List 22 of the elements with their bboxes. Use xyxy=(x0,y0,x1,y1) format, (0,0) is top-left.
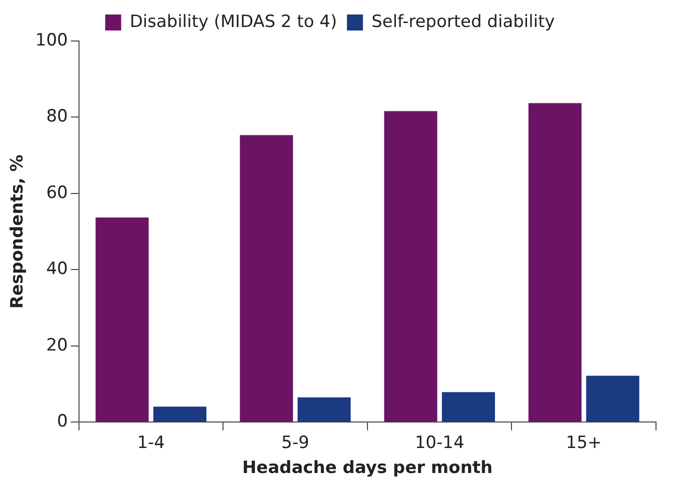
bar xyxy=(442,392,495,422)
y-tick-label: 100 xyxy=(35,30,68,50)
legend-label: Self-reported diability xyxy=(371,12,555,32)
y-tick-label: 40 xyxy=(46,259,68,280)
y-tick-label: 60 xyxy=(46,182,68,203)
y-tick-label: 20 xyxy=(46,335,68,356)
y-axis-title: Respondents, % xyxy=(8,154,28,309)
x-tick-label: 10-14 xyxy=(414,432,464,453)
bar xyxy=(240,135,293,422)
bar xyxy=(96,217,149,422)
legend-label: Disability (MIDAS 2 to 4) xyxy=(130,12,337,32)
bar xyxy=(528,103,582,422)
x-tick-label: 5-9 xyxy=(281,432,310,453)
x-tick-label: 1-4 xyxy=(137,432,165,453)
bar xyxy=(384,111,438,422)
bar xyxy=(153,406,206,422)
bar xyxy=(298,397,351,422)
bar xyxy=(586,376,640,422)
y-tick-label: 0 xyxy=(57,412,68,432)
y-tick-label: 80 xyxy=(46,106,68,127)
x-axis-title: Headache days per month xyxy=(242,458,493,478)
x-tick-label: 15+ xyxy=(566,432,602,453)
